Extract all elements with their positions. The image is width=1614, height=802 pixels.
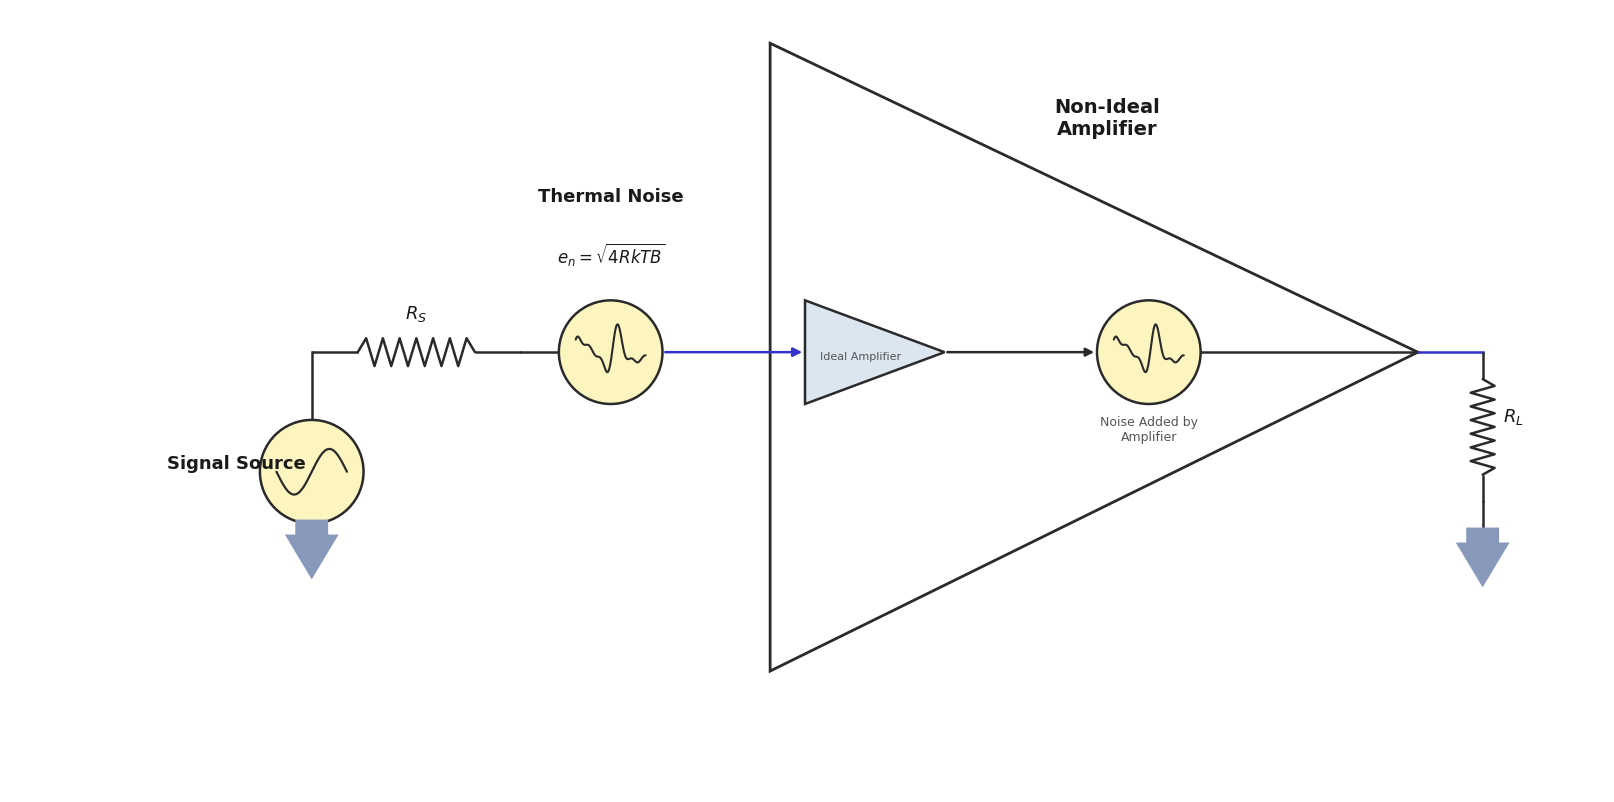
- FancyArrow shape: [284, 520, 339, 579]
- Circle shape: [558, 301, 662, 404]
- Text: Signal Source: Signal Source: [168, 455, 305, 473]
- Circle shape: [1096, 301, 1199, 404]
- Text: Non-Ideal
Amplifier: Non-Ideal Amplifier: [1054, 98, 1159, 139]
- Circle shape: [260, 420, 363, 524]
- Polygon shape: [770, 43, 1417, 671]
- Text: Noise Added by
Amplifier: Noise Added by Amplifier: [1099, 416, 1198, 444]
- Polygon shape: [804, 301, 944, 404]
- Text: $e_n=\sqrt{4RkTB}$: $e_n=\sqrt{4RkTB}$: [557, 241, 665, 269]
- FancyArrow shape: [1454, 528, 1509, 587]
- Text: Thermal Noise: Thermal Noise: [537, 188, 683, 205]
- Text: Ideal Amplifier: Ideal Amplifier: [820, 352, 901, 363]
- Text: $R_L$: $R_L$: [1501, 407, 1522, 427]
- Text: $R_S$: $R_S$: [405, 304, 428, 324]
